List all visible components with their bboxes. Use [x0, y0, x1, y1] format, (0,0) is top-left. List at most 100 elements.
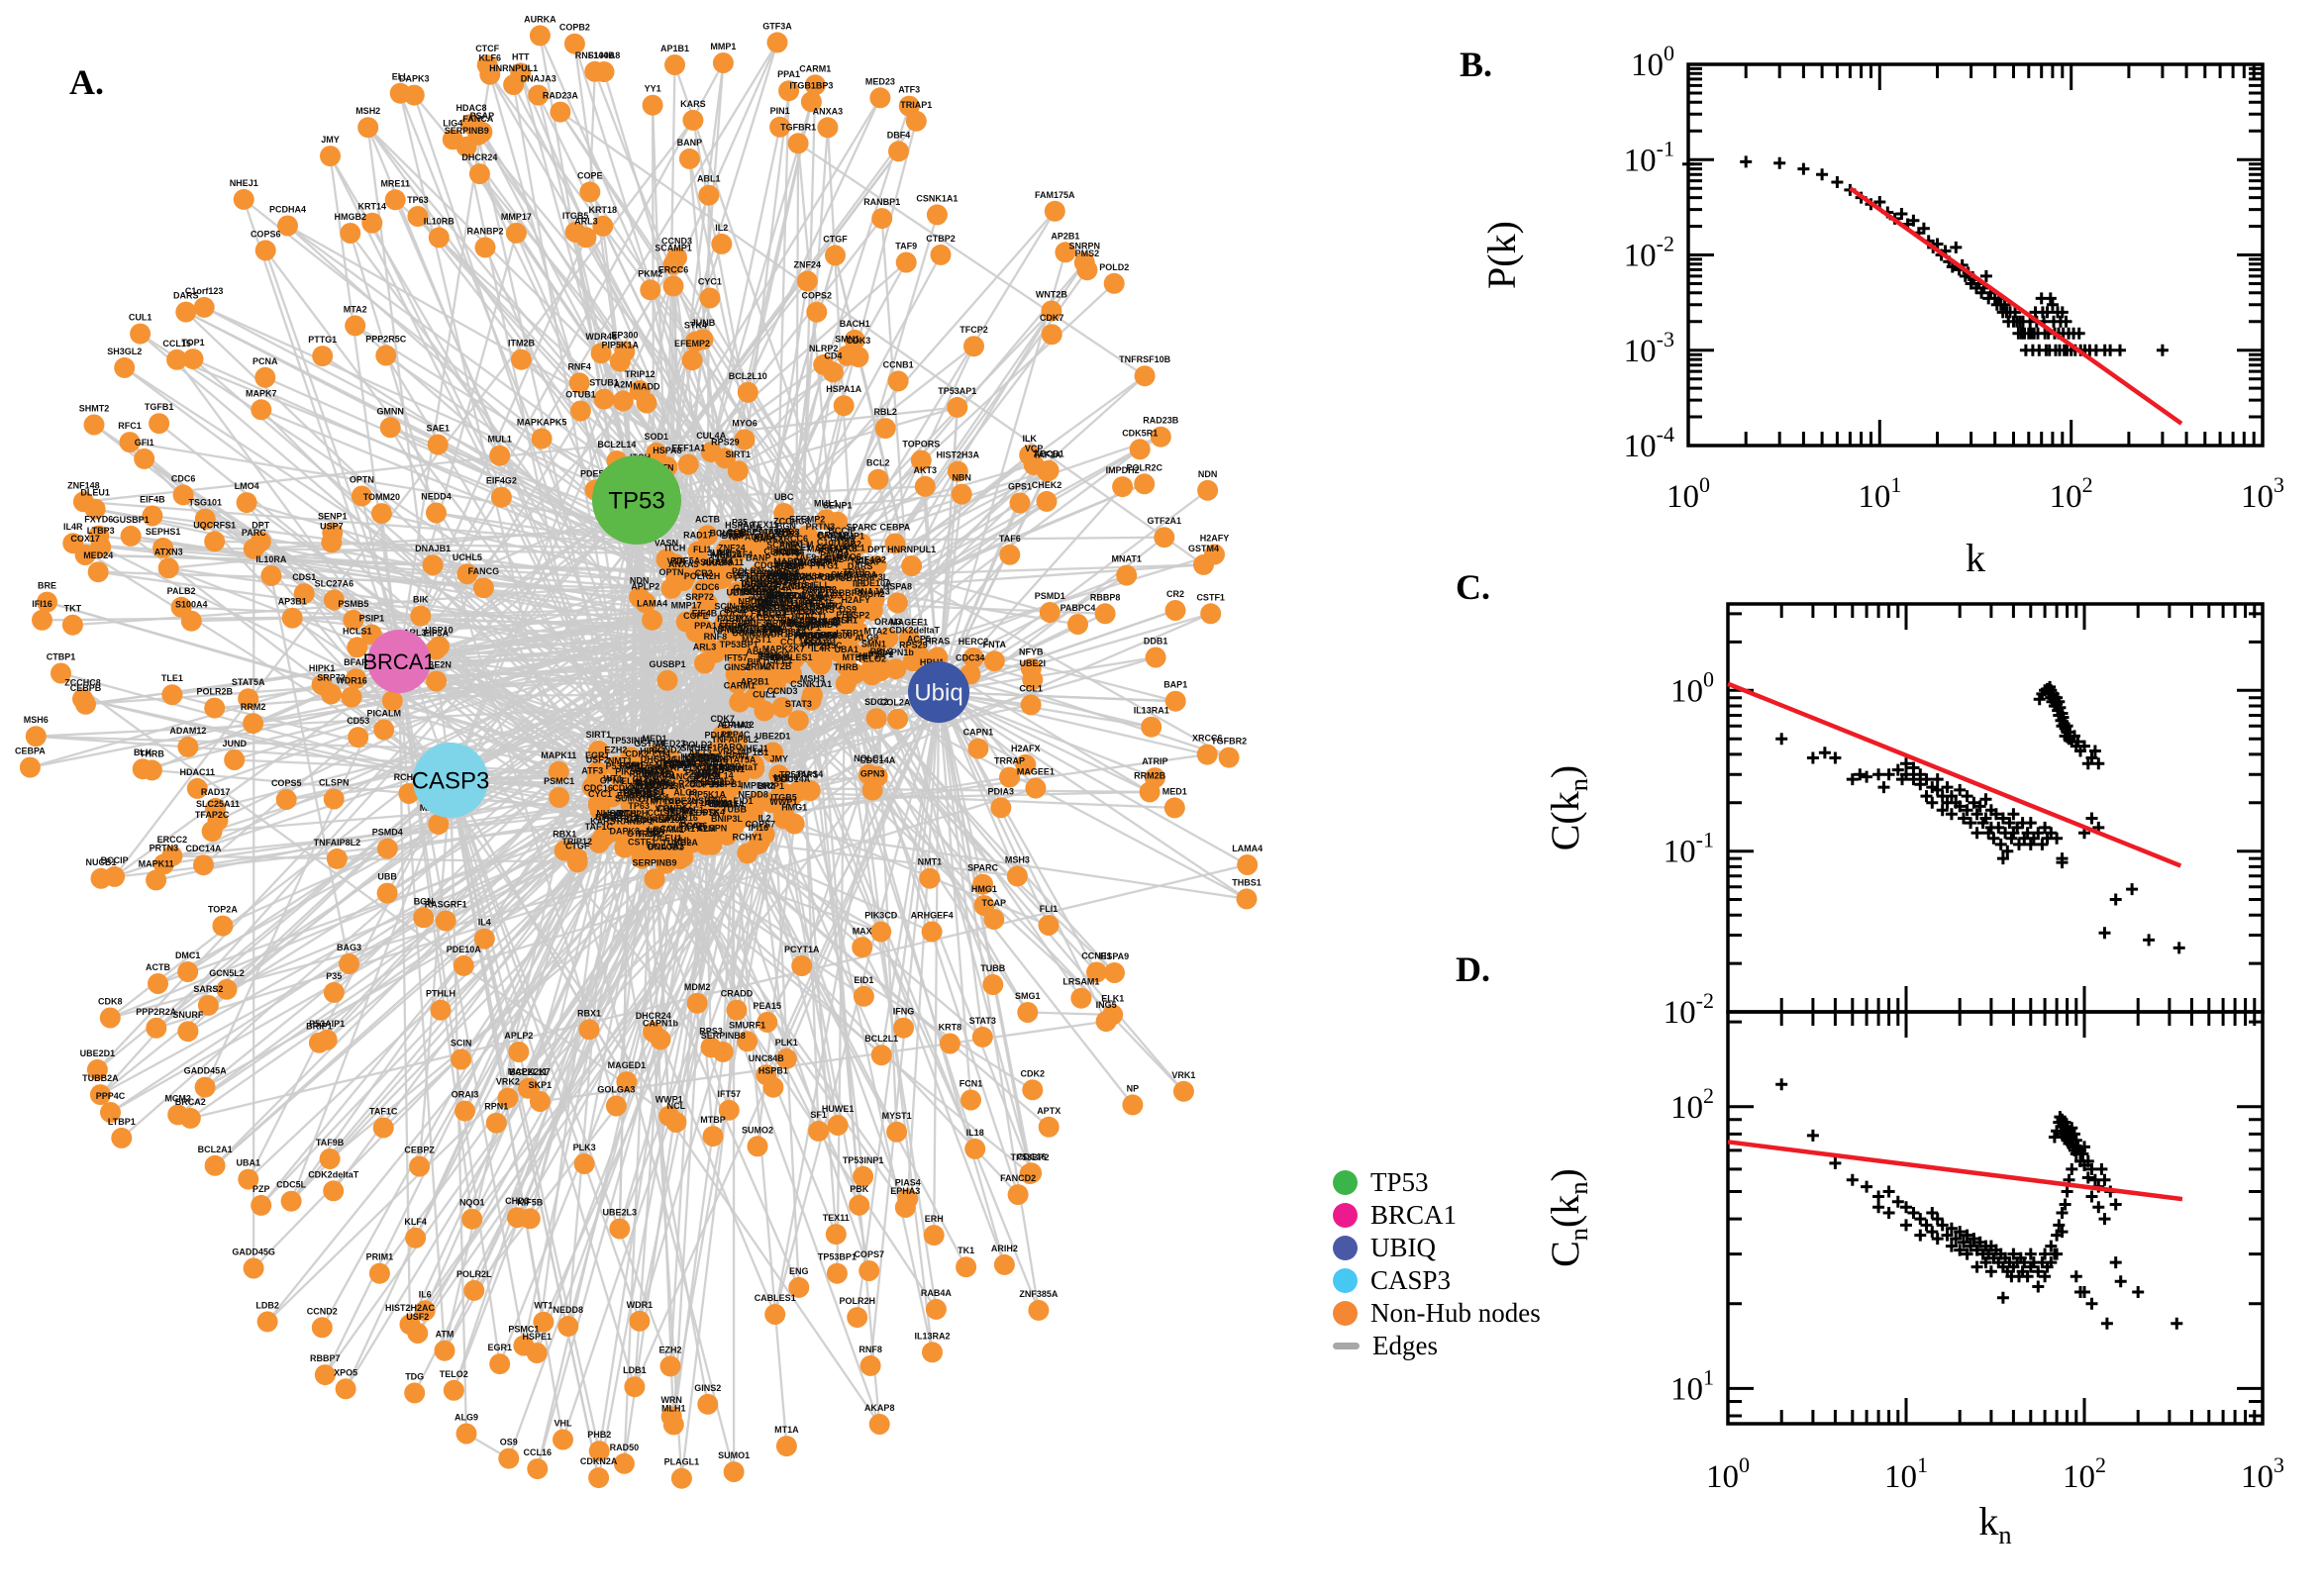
gene-node-label: TAF1C	[369, 1107, 398, 1117]
gene-node-label: TNFRSF10B	[1119, 354, 1171, 364]
gene-node-label: ZCCHC8	[64, 677, 101, 687]
gene-node-label: EPHA3	[763, 624, 793, 634]
gene-node-label: CCND3	[661, 237, 692, 247]
gene-node-label: MADD	[773, 556, 800, 566]
gene-node	[853, 985, 874, 1007]
gene-node	[692, 807, 714, 828]
gene-node-label: XPO5	[808, 573, 832, 583]
gene-node-label: GUSBP1	[113, 515, 150, 525]
gene-node-label: NUCB1	[85, 857, 116, 867]
gene-node-label: IL10RB	[424, 216, 455, 226]
gene-node	[529, 1091, 551, 1112]
gene-node-label: PSMA3	[758, 652, 788, 662]
gene-node	[659, 1355, 681, 1377]
gene-node	[550, 101, 571, 123]
gene-node-label: VRK2	[650, 764, 673, 774]
gene-node-label: P53AIP1	[309, 1019, 345, 1029]
gene-node-label: HERC2	[959, 637, 989, 647]
gene-node-label: ALG9	[673, 788, 697, 798]
gene-node-label: COPS5	[271, 778, 302, 788]
gene-node-label: HCLS1	[800, 592, 830, 602]
gene-node-label: PCNA	[252, 356, 278, 366]
tick-label: 101	[1858, 472, 1901, 515]
gene-node-label: CDK8	[98, 997, 123, 1007]
gene-node-label: DAPK3	[610, 827, 641, 837]
scatter-points-b	[1682, 155, 2169, 356]
gene-node-label: TOP1	[843, 567, 865, 577]
gene-node-label: TP53BP1	[818, 1252, 857, 1262]
gene-node	[768, 764, 790, 786]
gene-node-label: HTT	[512, 51, 530, 61]
gene-node-label: CDS1	[791, 580, 815, 590]
gene-node	[1022, 1079, 1044, 1101]
gene-node-label: GPS1	[1008, 482, 1032, 492]
gene-node-label: ARL3	[693, 642, 717, 651]
gene-node-label: ZNF24	[718, 543, 746, 552]
gene-node	[1038, 1116, 1060, 1138]
gene-node	[796, 270, 818, 292]
gene-node-label: SHMT2	[79, 404, 110, 414]
gene-node-label: VASN	[655, 538, 678, 548]
gene-node-label: SIRT1	[726, 449, 752, 459]
gene-node	[771, 697, 793, 718]
gene-node-label: COPB2	[757, 577, 787, 587]
gene-node-label: NFYB	[1019, 648, 1044, 657]
gene-node-label: RRM2B	[765, 619, 798, 629]
legend-item-edges: Edges	[1333, 1331, 1541, 1360]
gene-node-label: BANP	[677, 138, 703, 148]
gene-node-label: LDB1	[623, 1365, 647, 1375]
gene-node	[973, 895, 995, 917]
gene-node-label: HMGB2	[335, 212, 367, 222]
gene-node-label: BCL2L10	[668, 758, 707, 768]
gene-node-label: CEBPZ	[404, 1146, 435, 1155]
gene-node-label: CDK5R1	[1122, 428, 1158, 438]
gene-node-label: MAPK7	[742, 628, 773, 638]
gene-node-label: HMG1	[971, 884, 997, 894]
gene-node-label: BNIP3L	[711, 814, 744, 824]
gene-node-label: POLD2	[1099, 262, 1129, 272]
gene-node	[660, 577, 682, 599]
gene-node-label: GTF3A	[824, 553, 854, 563]
gene-node-label: DNAJB1	[415, 544, 451, 553]
network-nodes	[19, 25, 1259, 1489]
gene-node	[1076, 259, 1098, 281]
gene-node-label: IMPDH2	[741, 781, 774, 791]
gene-node	[724, 746, 746, 767]
gene-node	[1200, 603, 1222, 625]
gene-node	[413, 907, 435, 929]
gene-node	[236, 492, 257, 514]
gene-node	[897, 1188, 919, 1210]
gene-node-label: EPHA3	[890, 1186, 920, 1196]
gene-node	[194, 508, 216, 530]
gene-node-label: AKT3	[914, 465, 938, 475]
gene-node	[1112, 476, 1134, 498]
gene-node-label: NQO1	[459, 1198, 485, 1208]
gene-node-label: ITGB5	[770, 792, 797, 802]
gene-node-label: MAPK7	[246, 388, 277, 398]
gene-node-label: XRCC6	[1192, 734, 1223, 744]
gene-node-label: STK4	[702, 807, 725, 817]
legend-label: CASP3	[1370, 1265, 1452, 1295]
gene-node-label: TP53BP2	[1010, 1152, 1049, 1162]
gene-node-label: PDIA3	[988, 786, 1015, 796]
gene-node-label: RNF4	[567, 361, 591, 371]
gene-node-label: BRCA2	[175, 1097, 206, 1107]
gene-node-label: EIF4B	[692, 609, 718, 619]
gene-node	[323, 589, 345, 611]
gene-node-label: FAM175A	[620, 761, 660, 771]
gene-node-label: MRE11	[755, 597, 784, 607]
gene-node-label: KLF4	[754, 533, 776, 543]
gene-node	[694, 619, 715, 641]
gene-node	[605, 1095, 627, 1117]
gene-node-label: STK4	[684, 321, 707, 331]
gene-node-label: IL13RA2	[914, 1331, 950, 1341]
gene-node	[733, 807, 754, 828]
gene-node-label: RNF144B	[575, 50, 616, 60]
gene-node	[869, 87, 891, 109]
gene-node	[764, 1304, 786, 1325]
gene-node-label: ALG9	[855, 633, 878, 643]
gene-node-label: POLR2H	[684, 571, 721, 581]
gene-node-label: MYO6	[732, 419, 758, 429]
gene-node	[919, 867, 941, 889]
